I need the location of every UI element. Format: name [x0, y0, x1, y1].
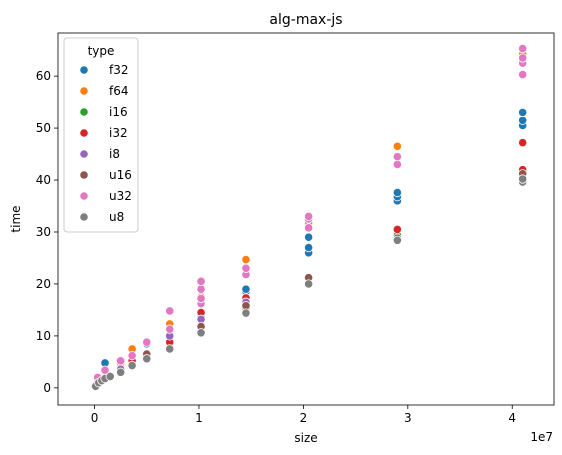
legend-marker-i16 — [79, 107, 89, 117]
point-u8 — [142, 354, 152, 364]
point-u32 — [518, 69, 528, 80]
plot-area — [90, 43, 528, 391]
y-tick-label: 0 — [43, 381, 51, 395]
y-tick-label: 20 — [36, 277, 51, 291]
point-f32 — [241, 284, 251, 294]
y-axis-label: time — [9, 205, 23, 232]
legend-marker-f32 — [79, 65, 89, 75]
legend-label-f64: f64 — [109, 84, 129, 98]
y-tick-label: 50 — [36, 121, 51, 135]
point-u8 — [196, 328, 206, 338]
point-u32 — [518, 53, 528, 63]
point-f64 — [241, 254, 251, 265]
point-u32 — [241, 263, 251, 273]
legend-marker-u8 — [79, 212, 89, 222]
point-u32 — [127, 351, 137, 361]
legend-marker-u32 — [79, 191, 89, 201]
legend-frame — [63, 37, 139, 233]
x-tick-label: 1 — [195, 411, 203, 425]
point-u32 — [304, 211, 314, 222]
axes-frame — [57, 32, 555, 406]
legend-label-u16: u16 — [109, 168, 132, 182]
point-i32 — [518, 138, 528, 148]
legend-label-i32: i32 — [109, 126, 128, 140]
point-i32 — [392, 224, 402, 234]
legend-title: type — [88, 44, 115, 58]
x-tick-label: 2 — [300, 411, 308, 425]
x-tick-label: 4 — [508, 411, 516, 425]
point-f64 — [392, 141, 402, 151]
legend-label-i16: i16 — [109, 105, 128, 119]
point-u32 — [196, 284, 206, 294]
point-f32 — [518, 107, 528, 118]
x-axis-ticks: 0 1 2 3 4 — [91, 405, 516, 425]
chart-title: alg-max-js — [269, 12, 342, 28]
point-u8 — [127, 360, 137, 371]
legend-label-i8: i8 — [109, 147, 120, 161]
point-u8 — [105, 371, 115, 382]
y-tick-label: 60 — [36, 69, 51, 83]
legend-marker-i8 — [79, 149, 89, 159]
point-u32 — [165, 306, 175, 316]
point-u32 — [304, 223, 314, 233]
point-u32 — [116, 356, 126, 366]
point-u8 — [392, 235, 402, 245]
point-u32 — [518, 43, 528, 54]
legend-label-u8: u8 — [109, 210, 124, 224]
legend-label-u32: u32 — [109, 189, 132, 203]
y-tick-label: 40 — [36, 173, 51, 187]
legend-marker-u16 — [79, 170, 89, 180]
point-f32 — [392, 187, 402, 198]
point-f32 — [304, 232, 314, 242]
point-u32 — [196, 293, 206, 304]
legend-items: f32 f64 i16 i32 i8 u16 u32 u8 — [79, 63, 132, 224]
x-tick-label: 0 — [91, 411, 99, 425]
point-u8 — [304, 279, 314, 289]
x-axis-label: size — [294, 431, 317, 445]
legend-label-f32: f32 — [109, 63, 129, 77]
point-u32 — [196, 276, 206, 286]
legend-marker-i32 — [79, 128, 89, 138]
legend-marker-f64 — [79, 86, 89, 96]
y-axis-ticks: 0 10 20 30 40 50 60 — [36, 69, 58, 395]
point-u32 — [142, 337, 152, 347]
point-f32 — [304, 242, 314, 253]
y-tick-label: 30 — [36, 225, 51, 239]
point-u8 — [518, 174, 528, 184]
y-tick-label: 10 — [36, 329, 51, 343]
x-tick-label: 3 — [404, 411, 412, 425]
x-axis-offset-label: 1e7 — [530, 430, 553, 444]
point-u8 — [116, 367, 126, 377]
legend: type f32 f64 i16 i32 i8 u16 u32 u8 — [63, 37, 139, 233]
point-u32 — [165, 324, 175, 334]
point-f32 — [518, 115, 528, 125]
point-u32 — [392, 159, 402, 170]
point-u32 — [392, 152, 402, 162]
point-u8 — [165, 344, 175, 354]
point-u8 — [241, 308, 251, 318]
